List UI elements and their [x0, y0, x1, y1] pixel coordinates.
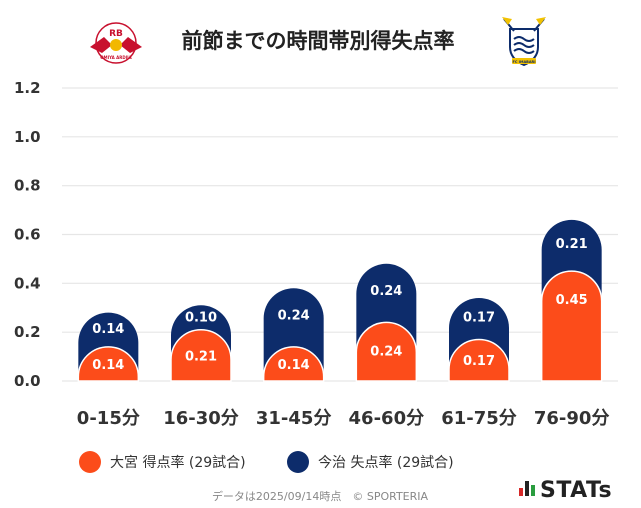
bar-home-61-75分 [448, 338, 510, 382]
data-label-home: 0.17 [463, 354, 495, 369]
fc-imabari-logo: FC IMABARI [502, 17, 546, 67]
data-label-away: 0.14 [92, 322, 124, 337]
data-label-home: 0.21 [185, 349, 217, 364]
bar-home-16-30分 [170, 329, 232, 382]
legend-label: 今治 失点率 (29試合) [318, 454, 454, 471]
svg-text:OMIYA ARDIJA: OMIYA ARDIJA [100, 55, 132, 60]
legend-item: 今治 失点率 (29試合) [287, 451, 454, 473]
x-tick-label: 76-90分 [534, 408, 610, 429]
x-tick-label: 0-15分 [77, 408, 140, 429]
data-label-home: 0.24 [370, 344, 402, 359]
y-tick-label: 0.8 [14, 177, 41, 195]
svg-text:RB: RB [109, 29, 123, 39]
legend-swatch [287, 451, 309, 473]
stats-bar-dark [525, 481, 529, 496]
data-label-home: 0.14 [278, 358, 310, 373]
legend-label: 大宮 得点率 (29試合) [110, 454, 246, 471]
stats-brand-text: STATs [540, 478, 612, 503]
x-tick-label: 46-60分 [349, 408, 425, 429]
x-tick-label: 31-45分 [256, 408, 332, 429]
omiya-ardija-logo: RB OMIYA ARDIJA [90, 22, 142, 64]
data-label-away: 0.21 [556, 237, 588, 252]
x-tick-label: 61-75分 [441, 408, 517, 429]
data-label-home: 0.14 [92, 358, 124, 373]
y-tick-label: 0.4 [14, 274, 41, 292]
chart-title: 前節までの時間帯別得失点率 [182, 29, 455, 53]
stats-bar-red [519, 488, 523, 496]
data-label-home: 0.45 [556, 293, 588, 308]
bar-home-0-15分 [77, 346, 140, 382]
legend-item: 大宮 得点率 (29試合) [79, 451, 246, 473]
stats-bar-green [531, 485, 535, 496]
bar-home-31-45分 [262, 346, 325, 382]
bar-home-46-60分 [355, 321, 418, 382]
y-tick-label: 0.0 [14, 372, 41, 390]
bar-home-76-90分 [540, 270, 603, 382]
stats-logo: STATs [519, 478, 612, 503]
legend-swatch [79, 451, 101, 473]
svg-text:FC IMABARI: FC IMABARI [512, 60, 535, 64]
data-label-away: 0.24 [278, 309, 310, 324]
y-tick-label: 0.6 [14, 226, 41, 244]
footer-note: データは2025/09/14時点 © SPORTERIA [212, 489, 429, 503]
y-tick-label: 1.2 [14, 79, 41, 97]
data-label-away: 0.24 [370, 284, 402, 299]
x-tick-label: 16-30分 [163, 408, 239, 429]
y-tick-label: 0.2 [14, 323, 41, 341]
y-tick-label: 1.0 [14, 128, 41, 146]
data-label-away: 0.10 [185, 310, 217, 325]
data-label-away: 0.17 [463, 311, 495, 326]
